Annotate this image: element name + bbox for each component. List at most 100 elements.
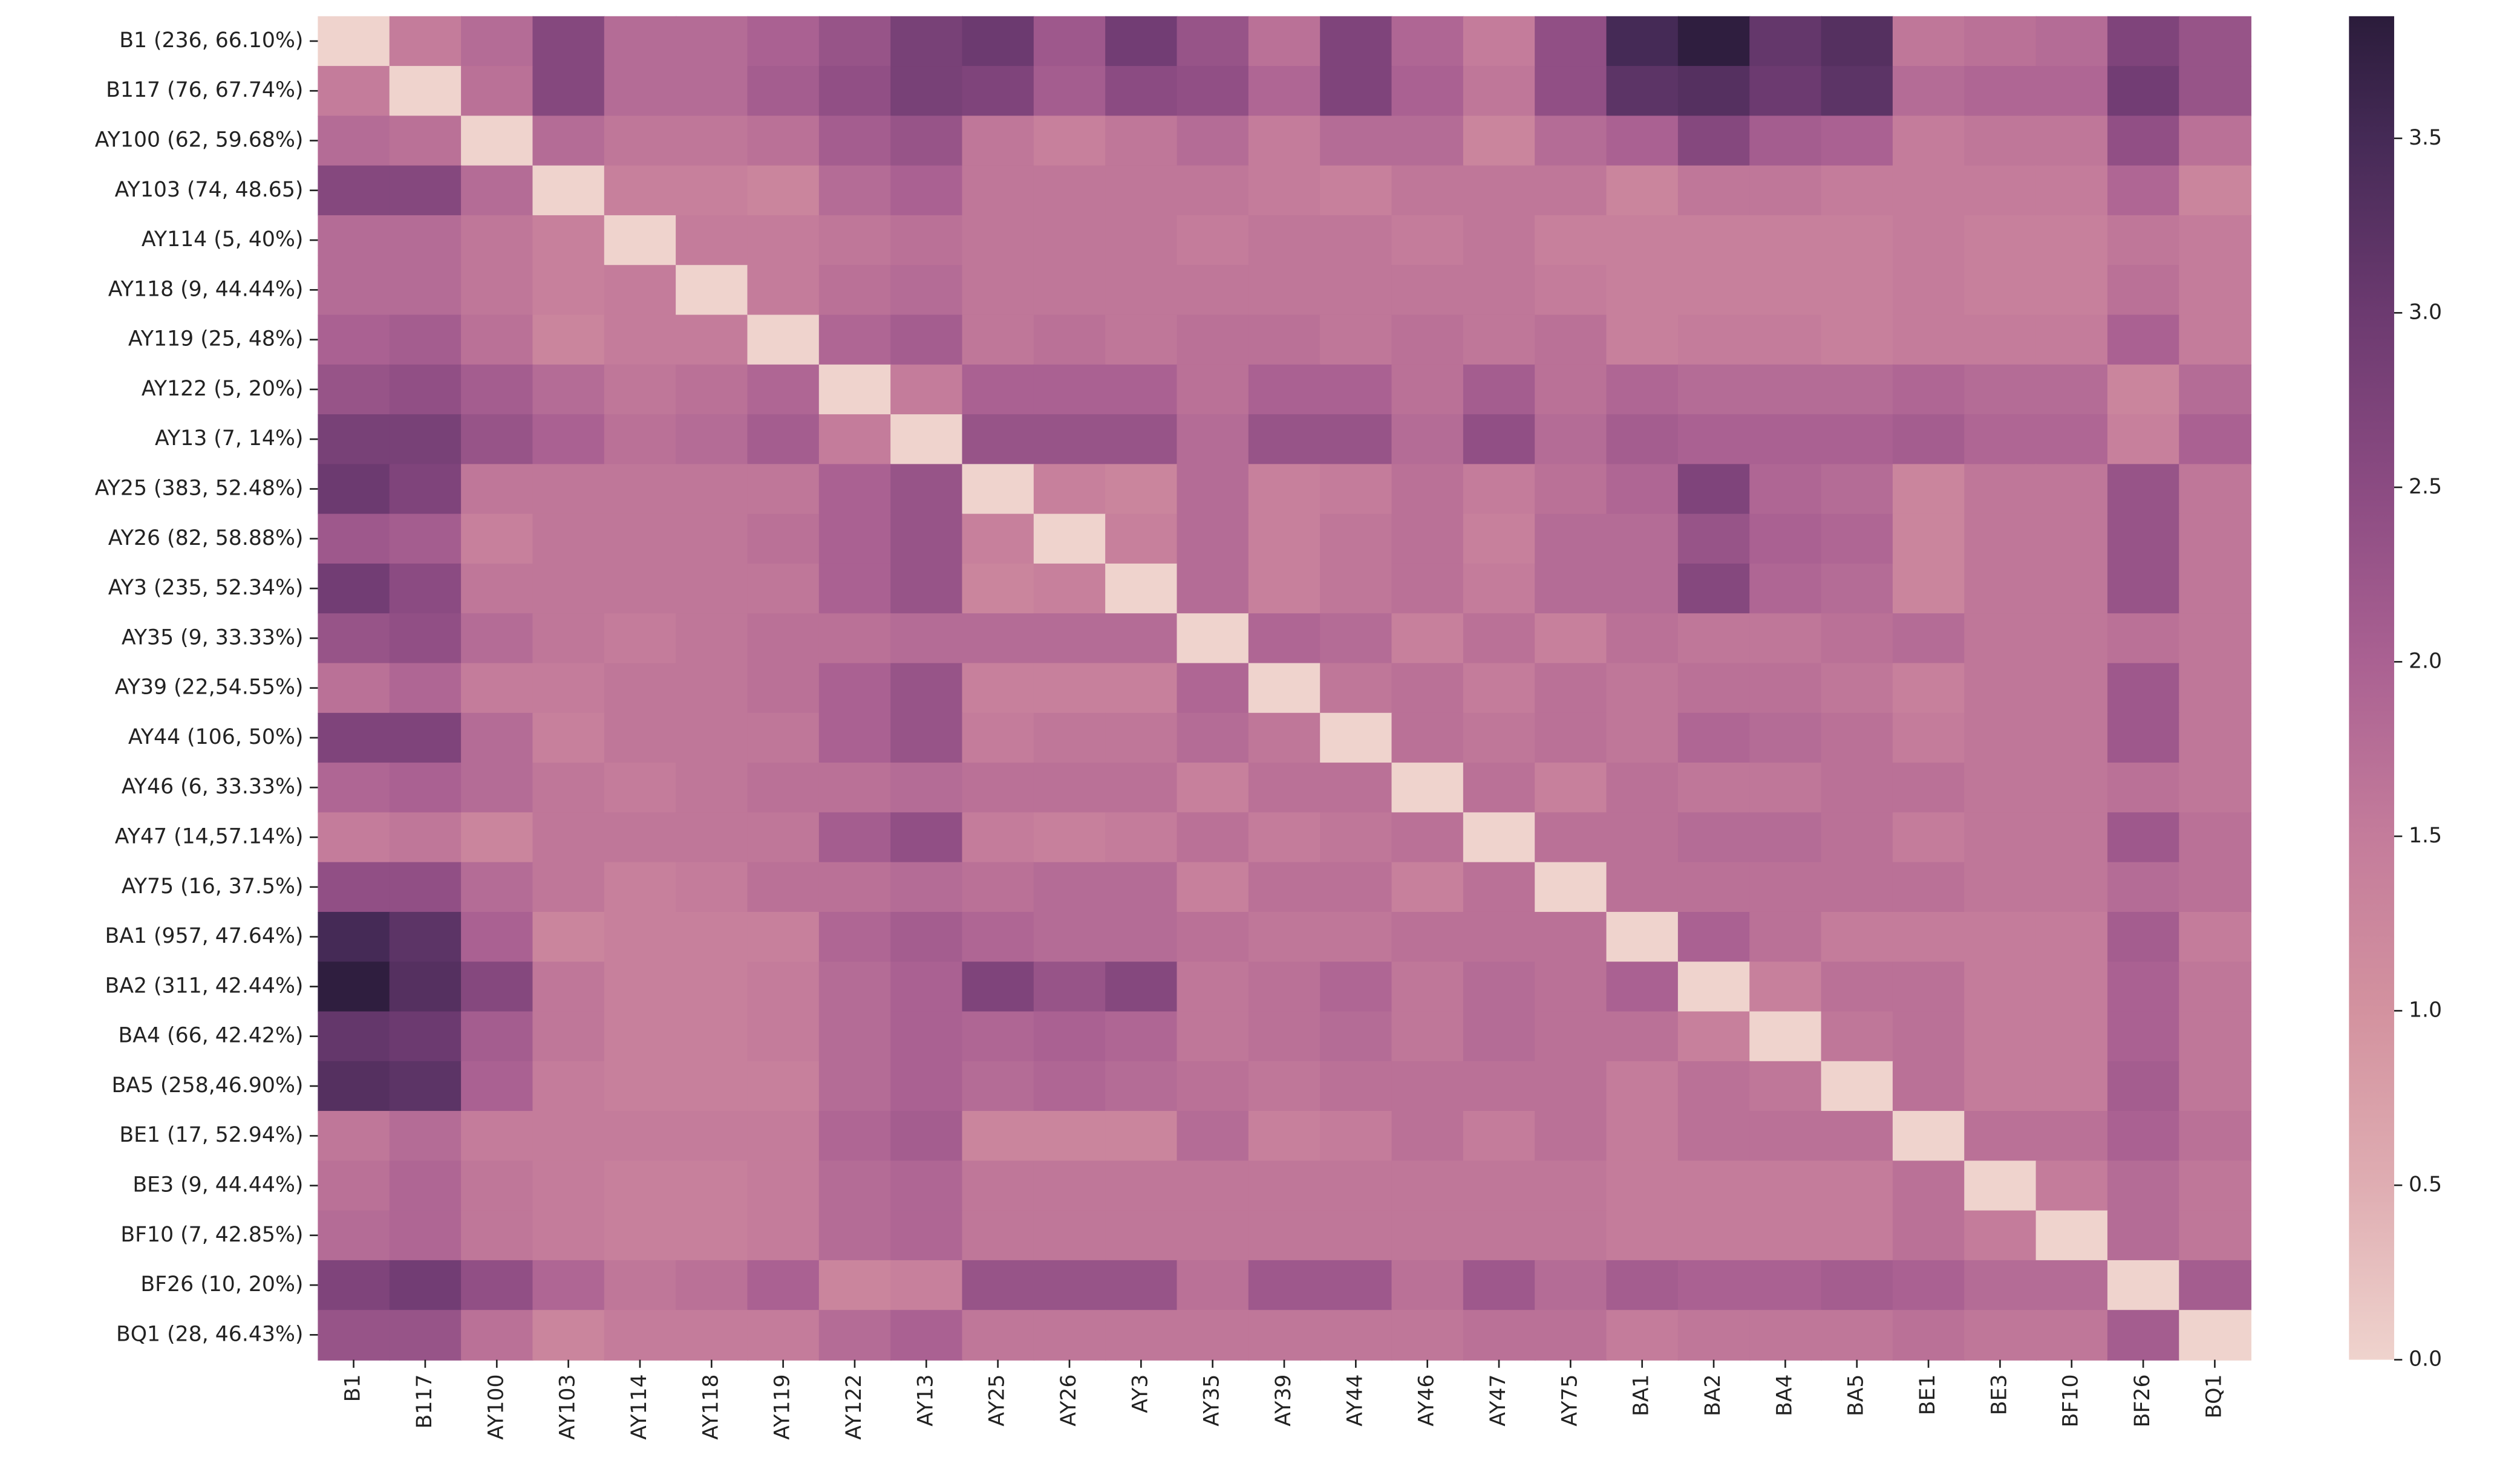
heatmap-cell: [1248, 663, 1321, 714]
heatmap-cell: [747, 712, 820, 764]
heatmap-cell: [389, 66, 462, 117]
heatmap-cell: [2179, 1260, 2251, 1311]
heatmap-cell: [1105, 314, 1178, 366]
heatmap-cell: [818, 563, 892, 614]
heatmap-cell: [1033, 1260, 1106, 1311]
heatmap-cell: [1821, 1210, 1894, 1261]
heatmap-cell: [1391, 16, 1464, 67]
heatmap-cell: [1821, 513, 1894, 565]
x-tick-label: AY122: [842, 1375, 866, 1440]
heatmap-cell: [1964, 414, 2037, 465]
heatmap-cell: [890, 464, 963, 515]
heatmap-cell: [1177, 1111, 1250, 1162]
heatmap-cell: [1177, 1310, 1250, 1361]
heatmap-cell: [318, 911, 391, 963]
heatmap-cell: [962, 116, 1035, 166]
heatmap-cell: [1463, 1210, 1536, 1261]
heatmap-cell: [1177, 862, 1250, 913]
heatmap-cell: [1535, 265, 1607, 316]
heatmap-cell: [1105, 116, 1178, 166]
heatmap-cell: [962, 1011, 1035, 1063]
heatmap-cell: [1463, 962, 1536, 1012]
heatmap-cell: [1391, 165, 1464, 216]
heatmap-cell: [1892, 763, 1965, 813]
y-tick-label: AY25 (383, 52.48%): [95, 477, 304, 501]
heatmap-cell: [747, 763, 820, 813]
heatmap-cell: [318, 1111, 391, 1162]
x-tick-label: BQ1: [2202, 1375, 2226, 1419]
heatmap-cell: [318, 712, 391, 764]
heatmap-cell: [532, 1260, 606, 1311]
heatmap-cell: [1821, 1061, 1894, 1112]
heatmap-cell: [1606, 763, 1679, 813]
heatmap-cell: [604, 215, 677, 266]
heatmap-cell: [1677, 1160, 1751, 1211]
heatmap-cell: [747, 215, 820, 266]
heatmap-cell: [2035, 414, 2109, 465]
heatmap-cell: [1535, 1061, 1607, 1112]
heatmap-cell: [1821, 215, 1894, 266]
y-tick-label: B1 (236, 66.10%): [119, 28, 303, 53]
heatmap-cell: [318, 116, 391, 166]
heatmap-cell: [818, 66, 892, 117]
y-tick-label: AY26 (82, 58.88%): [108, 526, 304, 550]
heatmap-cell: [1463, 165, 1536, 216]
heatmap-cell: [1248, 414, 1321, 465]
heatmap-cell: [890, 812, 963, 863]
heatmap-cell: [1821, 712, 1894, 764]
colorbar-tick-label: 0.5: [2409, 1173, 2442, 1197]
heatmap-cell: [747, 962, 820, 1012]
heatmap-cell: [389, 862, 462, 913]
heatmap-cell: [1821, 911, 1894, 963]
heatmap-cell: [747, 613, 820, 664]
heatmap-cell: [1033, 215, 1106, 266]
heatmap-cell: [890, 763, 963, 813]
heatmap-cell: [532, 165, 606, 216]
heatmap-cell: [818, 165, 892, 216]
heatmap-cell: [2107, 712, 2180, 764]
heatmap-cell: [604, 1061, 677, 1112]
heatmap-cell: [747, 812, 820, 863]
x-tick-label: AY3: [1128, 1375, 1152, 1413]
heatmap-cell: [1320, 1210, 1392, 1261]
heatmap-cell: [962, 165, 1035, 216]
heatmap-cell: [2107, 464, 2180, 515]
heatmap-cell: [2107, 1260, 2180, 1311]
heatmap-cell: [962, 712, 1035, 764]
heatmap-cell: [604, 1011, 677, 1063]
heatmap-cell: [1320, 663, 1392, 714]
heatmap-cell: [962, 215, 1035, 266]
x-tick-label: BA1: [1630, 1375, 1654, 1417]
heatmap-cell: [461, 215, 534, 266]
heatmap-cell: [676, 663, 748, 714]
heatmap-cell: [318, 215, 391, 266]
heatmap-cell: [1821, 364, 1894, 415]
heatmap-cell: [1105, 513, 1178, 565]
heatmap-cell: [1177, 812, 1250, 863]
heatmap-cell: [604, 16, 677, 67]
heatmap-cell: [1105, 215, 1178, 266]
heatmap-cell: [461, 414, 534, 465]
heatmap-cell: [1606, 464, 1679, 515]
heatmap-cell: [818, 663, 892, 714]
heatmap-cell: [604, 116, 677, 166]
heatmap-cell: [389, 116, 462, 166]
heatmap-cell: [1320, 414, 1392, 465]
heatmap-cell: [2107, 265, 2180, 316]
heatmap-cell: [1177, 613, 1250, 664]
heatmap-cell: [389, 712, 462, 764]
heatmap-cell: [1248, 116, 1321, 166]
heatmap-cell: [1177, 314, 1250, 366]
heatmap-cell: [1463, 364, 1536, 415]
heatmap-cell: [1677, 513, 1751, 565]
y-tick-label: BA2 (311, 42.44%): [105, 974, 303, 998]
heatmap-cell: [1033, 16, 1106, 67]
heatmap-cell: [1892, 911, 1965, 963]
heatmap-cell: [1320, 165, 1392, 216]
heatmap-cell: [1749, 1310, 1822, 1361]
heatmap-cell: [389, 364, 462, 415]
heatmap-cell: [1606, 812, 1679, 863]
heatmap-cell: [1606, 66, 1679, 117]
heatmap-cell: [1391, 66, 1464, 117]
